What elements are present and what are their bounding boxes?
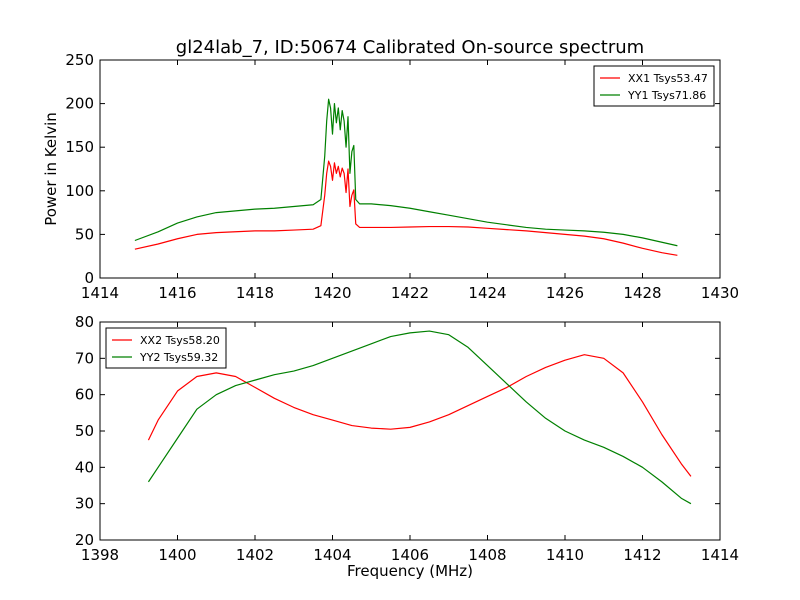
y-tick-label: 250	[65, 51, 94, 69]
y-axis-label: Power in Kelvin	[42, 112, 60, 226]
y-tick-label: 150	[65, 138, 94, 156]
x-tick-label: 1424	[468, 284, 506, 302]
y-tick-label: 0	[84, 269, 94, 287]
y-tick-label: 50	[75, 225, 94, 243]
legend-box	[593, 65, 715, 107]
x-tick-label: 1402	[236, 546, 274, 564]
y-tick-label: 100	[65, 182, 94, 200]
x-tick-label: 1404	[313, 546, 351, 564]
series-line-2	[147, 330, 692, 505]
legend: XX2 Tsys58.20 YY2 Tsys59.32	[105, 327, 227, 369]
series-line-1	[147, 354, 692, 477]
legend-entry: XX2 Tsys58.20	[140, 334, 220, 347]
x-tick-label: 1416	[158, 284, 196, 302]
x-tick-label: 1414	[81, 284, 119, 302]
figure-title: gl24lab_7, ID:50674 Calibrated On-source…	[176, 37, 644, 58]
series-line-2	[134, 98, 678, 247]
y-tick-label: 40	[75, 458, 94, 476]
x-tick-label: 1412	[623, 546, 661, 564]
top-spectrum-panel: 1414 1416 1418 1420 1422 1424 1426 1428 1430 0 50 1…	[42, 51, 739, 302]
y-tick-label: 60	[75, 386, 94, 404]
bottom-spectrum-panel: 1398 1400 1402 1404 1406 1408 1410 1412 1414 20 30…	[75, 313, 739, 564]
x-tick-label: 1418	[236, 284, 274, 302]
x-axis-label: Frequency (MHz)	[347, 562, 473, 580]
x-tick-label: 1428	[623, 284, 661, 302]
x-tick-label: 1400	[158, 546, 196, 564]
x-tick-label: 1398	[81, 546, 119, 564]
x-tick-label: 1420	[313, 284, 351, 302]
x-tick-label: 1408	[468, 546, 506, 564]
legend-box	[105, 327, 227, 369]
x-tick-label: 1426	[546, 284, 584, 302]
x-tick-label: 1410	[546, 546, 584, 564]
y-tick-label: 20	[75, 531, 94, 549]
x-tick-label: 1414	[701, 546, 739, 564]
legend-entry: XX1 Tsys53.47	[628, 72, 708, 85]
x-tick-label: 1406	[391, 546, 429, 564]
y-tick-label: 80	[75, 313, 94, 331]
y-tick-label: 200	[65, 95, 94, 113]
y-tick-label: 70	[75, 349, 94, 367]
y-tick-label: 30	[75, 495, 94, 513]
legend-entry: YY2 Tsys59.32	[139, 351, 218, 364]
legend-entry: YY1 Tsys71.86	[627, 89, 706, 102]
series-line-1	[134, 160, 678, 256]
y-tick-label: 50	[75, 422, 94, 440]
x-tick-label: 1430	[701, 284, 739, 302]
x-tick-label: 1422	[391, 284, 429, 302]
legend: XX1 Tsys53.47 YY1 Tsys71.86	[593, 65, 715, 107]
